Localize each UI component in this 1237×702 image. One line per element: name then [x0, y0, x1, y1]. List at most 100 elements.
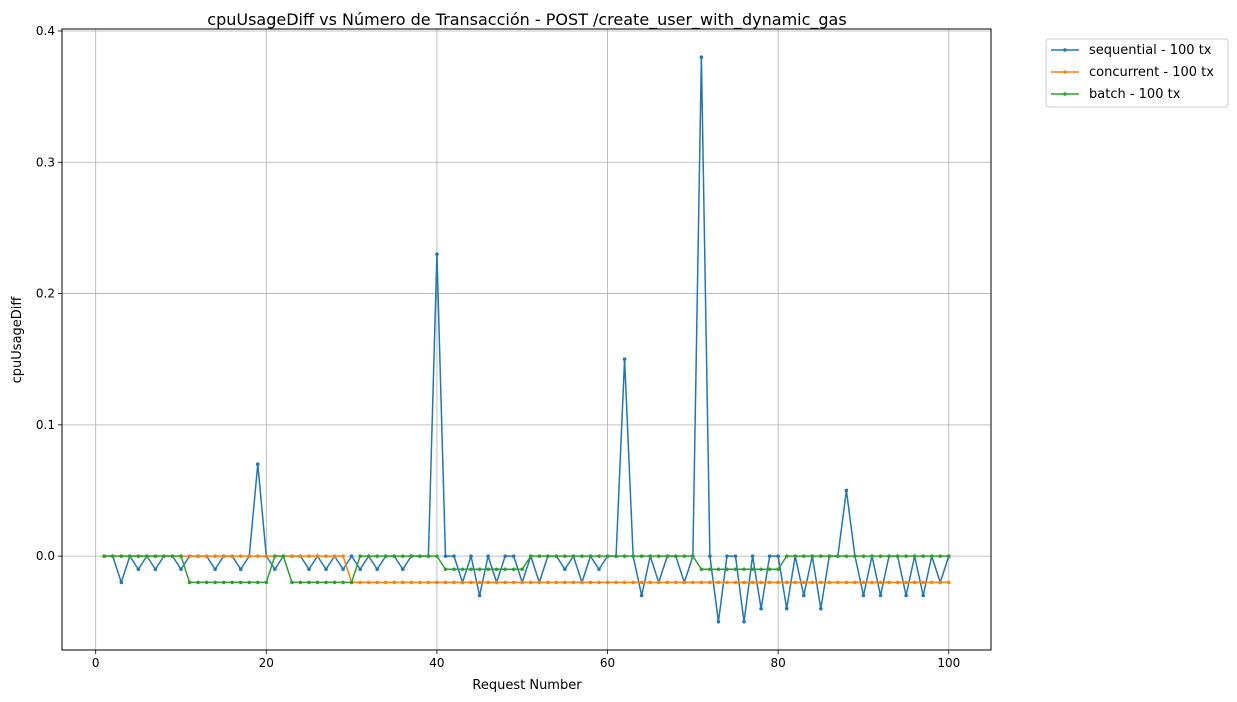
- x-tick-label: 80: [771, 656, 786, 670]
- data-point: [801, 554, 806, 558]
- data-point: [409, 580, 414, 585]
- data-point: [793, 580, 798, 585]
- data-point: [520, 567, 525, 572]
- data-point: [801, 580, 806, 585]
- data-point: [836, 554, 840, 558]
- data-point: [196, 554, 200, 558]
- data-point: [255, 580, 260, 585]
- data-point: [580, 554, 584, 558]
- data-point: [571, 580, 576, 585]
- series-0: [102, 55, 951, 624]
- data-point: [759, 580, 763, 585]
- series-line: [104, 555, 949, 584]
- data-point: [912, 554, 917, 558]
- data-point: [238, 580, 243, 585]
- data-point: [844, 580, 849, 585]
- data-point: [946, 554, 951, 558]
- data-point: [759, 606, 763, 611]
- data-point: [810, 554, 815, 558]
- data-point: [409, 554, 414, 558]
- data-point: [929, 580, 934, 585]
- data-point: [469, 580, 473, 585]
- data-point: [708, 567, 712, 572]
- data-point: [656, 580, 661, 585]
- data-point: [904, 554, 908, 558]
- data-point: [878, 580, 883, 585]
- data-point: [776, 567, 780, 572]
- data-point: [392, 580, 397, 585]
- data-point: [639, 580, 644, 585]
- data-point: [153, 554, 158, 558]
- data-point: [494, 567, 499, 572]
- data-point: [665, 580, 670, 585]
- data-point: [179, 554, 183, 558]
- data-point: [298, 554, 303, 558]
- data-point: [273, 567, 277, 572]
- data-point: [673, 554, 678, 558]
- data-point: [784, 554, 789, 558]
- data-point: [358, 567, 362, 572]
- x-tick-label: 60: [600, 656, 615, 670]
- data-point: [631, 580, 635, 585]
- data-point: [648, 554, 652, 558]
- data-point: [793, 554, 798, 558]
- data-point: [332, 580, 337, 585]
- y-axis-label: cpuUsageDiff: [10, 296, 25, 384]
- data-point: [401, 567, 405, 572]
- data-point: [213, 580, 217, 585]
- data-point: [452, 567, 456, 572]
- data-point: [528, 554, 533, 558]
- data-point: [255, 462, 260, 467]
- data-point: [366, 580, 371, 585]
- data-point: [418, 554, 422, 558]
- data-point: [716, 619, 721, 624]
- data-point: [290, 554, 294, 558]
- data-point: [136, 567, 141, 572]
- data-point: [486, 580, 490, 585]
- data-point: [836, 580, 840, 585]
- legend-label: batch - 100 tx: [1089, 87, 1181, 102]
- data-point: [622, 580, 627, 585]
- data-point: [128, 554, 132, 558]
- data-point: [264, 554, 269, 558]
- data-point: [375, 567, 380, 572]
- data-point: [273, 554, 277, 558]
- data-point: [537, 554, 542, 558]
- legend-marker: [1063, 92, 1067, 96]
- data-point: [554, 580, 559, 585]
- data-point: [358, 580, 362, 585]
- data-point: [827, 580, 832, 585]
- data-point: [204, 554, 209, 558]
- data-point: [435, 252, 439, 256]
- data-point: [324, 567, 328, 572]
- data-point: [238, 554, 243, 558]
- data-point: [418, 580, 422, 585]
- data-point: [716, 580, 721, 585]
- data-point: [742, 580, 746, 585]
- data-point: [870, 580, 874, 585]
- data-point: [844, 554, 849, 558]
- y-tick-label: 0.3: [36, 155, 55, 169]
- data-point: [639, 593, 644, 598]
- data-point: [605, 554, 610, 558]
- data-point: [870, 554, 874, 558]
- y-tick-label: 0.2: [36, 287, 55, 301]
- data-point: [699, 580, 704, 585]
- data-point: [929, 554, 934, 558]
- data-point: [665, 554, 670, 558]
- legend-marker: [1063, 48, 1067, 52]
- data-point: [349, 554, 354, 558]
- data-point: [187, 580, 192, 585]
- data-point: [503, 554, 507, 558]
- data-point: [716, 567, 721, 572]
- data-point: [307, 554, 311, 558]
- data-point: [221, 554, 226, 558]
- data-point: [588, 580, 593, 585]
- data-point: [366, 554, 371, 558]
- data-point: [742, 619, 746, 624]
- data-point: [912, 580, 917, 585]
- data-point: [725, 580, 729, 585]
- data-point: [861, 580, 866, 585]
- data-point: [673, 580, 678, 585]
